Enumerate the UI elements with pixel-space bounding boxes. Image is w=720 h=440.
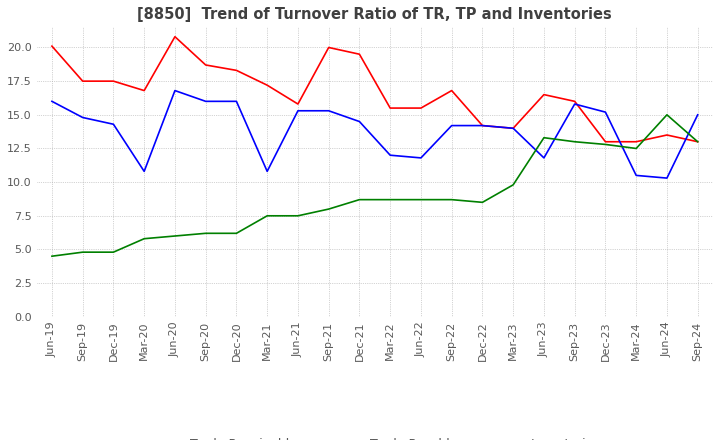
Inventories — [48, 253, 56, 259]
Trade Payables — [417, 155, 426, 161]
Inventories — [601, 142, 610, 147]
Trade Payables — [693, 112, 702, 117]
Trade Payables — [447, 123, 456, 128]
Trade Payables — [263, 169, 271, 174]
Trade Payables — [48, 99, 56, 104]
Trade Receivables — [325, 45, 333, 50]
Trade Receivables — [601, 139, 610, 144]
Trade Receivables — [140, 88, 148, 93]
Trade Receivables — [355, 51, 364, 57]
Trade Receivables — [386, 106, 395, 111]
Trade Receivables — [48, 44, 56, 49]
Trade Receivables — [417, 106, 426, 111]
Trade Receivables — [539, 92, 548, 97]
Trade Payables — [78, 115, 87, 120]
Trade Receivables — [478, 123, 487, 128]
Trade Receivables — [109, 78, 118, 84]
Trade Receivables — [509, 126, 518, 131]
Trade Payables — [325, 108, 333, 114]
Legend: Trade Receivables, Trade Payables, Inventories: Trade Receivables, Trade Payables, Inven… — [144, 433, 606, 440]
Inventories — [539, 135, 548, 140]
Trade Payables — [355, 119, 364, 124]
Trade Payables — [109, 121, 118, 127]
Trade Receivables — [447, 88, 456, 93]
Trade Receivables — [202, 62, 210, 68]
Inventories — [294, 213, 302, 218]
Inventories — [478, 200, 487, 205]
Trade Payables — [171, 88, 179, 93]
Inventories — [662, 112, 671, 117]
Trade Receivables — [171, 34, 179, 39]
Inventories — [417, 197, 426, 202]
Trade Payables — [478, 123, 487, 128]
Trade Receivables — [294, 101, 302, 106]
Line: Trade Payables: Trade Payables — [52, 91, 698, 178]
Inventories — [325, 206, 333, 212]
Trade Receivables — [632, 139, 641, 144]
Trade Payables — [570, 101, 579, 106]
Inventories — [632, 146, 641, 151]
Trade Payables — [539, 155, 548, 161]
Trade Receivables — [662, 132, 671, 138]
Trade Receivables — [78, 78, 87, 84]
Inventories — [570, 139, 579, 144]
Trade Receivables — [693, 139, 702, 144]
Line: Inventories: Inventories — [52, 115, 698, 256]
Trade Payables — [601, 110, 610, 115]
Title: [8850]  Trend of Turnover Ratio of TR, TP and Inventories: [8850] Trend of Turnover Ratio of TR, TP… — [138, 7, 612, 22]
Trade Payables — [386, 153, 395, 158]
Inventories — [355, 197, 364, 202]
Inventories — [509, 182, 518, 187]
Inventories — [447, 197, 456, 202]
Line: Trade Receivables: Trade Receivables — [52, 37, 698, 142]
Trade Payables — [140, 169, 148, 174]
Inventories — [140, 236, 148, 241]
Inventories — [78, 249, 87, 255]
Trade Receivables — [570, 99, 579, 104]
Trade Payables — [232, 99, 240, 104]
Inventories — [171, 233, 179, 238]
Inventories — [232, 231, 240, 236]
Trade Payables — [509, 126, 518, 131]
Inventories — [693, 139, 702, 144]
Inventories — [109, 249, 118, 255]
Trade Receivables — [232, 68, 240, 73]
Inventories — [263, 213, 271, 218]
Inventories — [386, 197, 395, 202]
Trade Receivables — [263, 83, 271, 88]
Trade Payables — [632, 173, 641, 178]
Trade Payables — [202, 99, 210, 104]
Trade Payables — [662, 176, 671, 181]
Inventories — [202, 231, 210, 236]
Trade Payables — [294, 108, 302, 114]
